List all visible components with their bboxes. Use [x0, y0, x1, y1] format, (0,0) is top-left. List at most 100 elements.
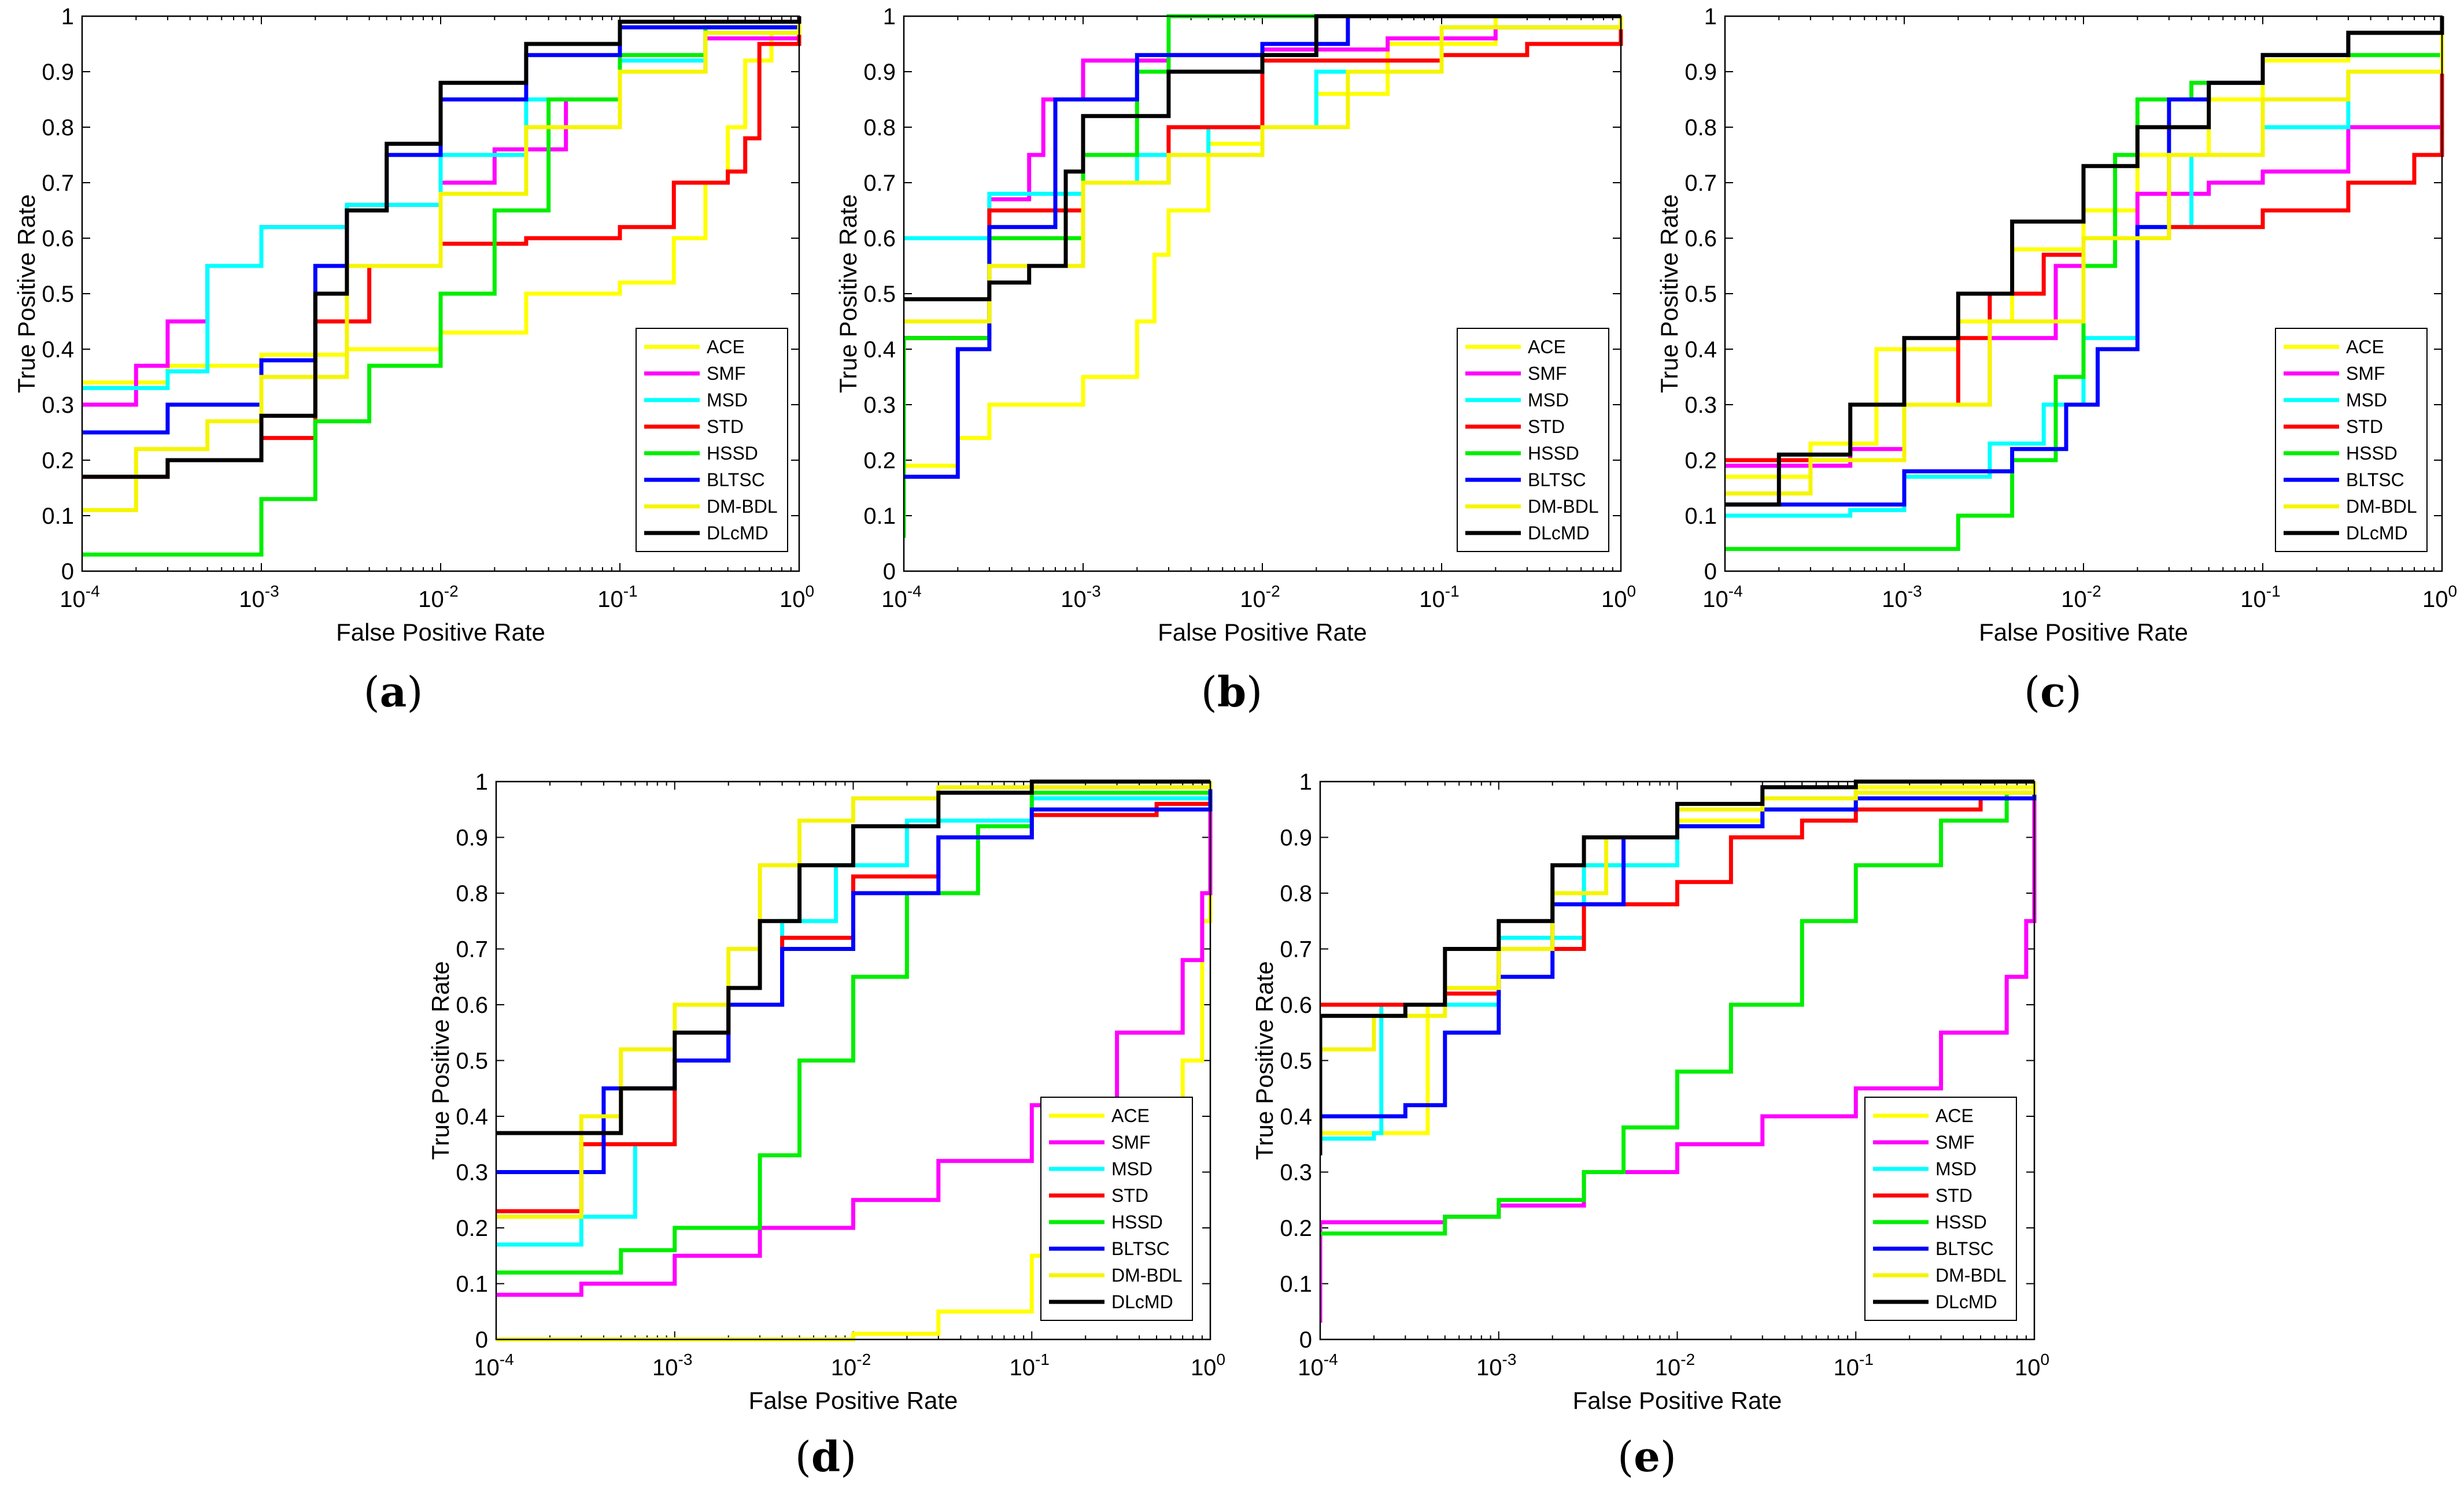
x-tick-exponent: -1 [623, 582, 638, 600]
legend-label-ace: ACE [707, 336, 745, 357]
x-tick-base: 10 [1882, 587, 1908, 612]
legend-label-dm-bdl: DM-BDL [1528, 496, 1599, 517]
x-tick-exponent: -2 [2087, 582, 2101, 600]
y-axis-title: True Positive Rate [834, 194, 862, 393]
y-tick-label: 0 [61, 559, 74, 584]
legend-label-dlcmd: DLcMD [707, 523, 769, 543]
series-line-std [904, 16, 1623, 340]
x-tick-base: 10 [831, 1355, 857, 1380]
x-tick-base: 10 [597, 587, 623, 612]
y-axis-title: True Positive Rate [1251, 961, 1278, 1160]
axes-box [903, 15, 1622, 572]
legend-label-smf: SMF [1935, 1132, 1975, 1153]
x-tick-label: 10-1 [1010, 1350, 1050, 1380]
y-tick-label: 0.5 [1684, 282, 1717, 307]
series-line-dm-bdl [904, 16, 1623, 324]
x-tick-label: 10-1 [1419, 582, 1459, 612]
series-line-dlcmd [1725, 16, 2444, 507]
y-tick-label: 0.8 [1280, 881, 1312, 906]
x-tick-base: 10 [1191, 1355, 1217, 1380]
x-tick-base: 10 [239, 587, 265, 612]
panel-caption: (d) [795, 1432, 857, 1481]
x-tick-exponent: -4 [907, 582, 922, 600]
x-tick-label: 10-2 [418, 582, 458, 612]
x-tick-label: 10-1 [1834, 1350, 1874, 1380]
y-tick-label: 0.6 [863, 226, 896, 251]
series-line-ace [904, 14, 1621, 468]
x-tick-exponent: -3 [678, 1350, 693, 1368]
x-tick-base: 10 [1655, 1355, 1681, 1380]
y-tick-label: 0 [1704, 559, 1717, 584]
y-tick-label: 0.4 [863, 337, 896, 362]
x-tick-label: 10-4 [60, 582, 99, 612]
x-tick-base: 10 [60, 587, 86, 612]
series-line-dlcmd [82, 16, 801, 479]
legend-label-bltsc: BLTSC [2346, 469, 2404, 490]
panel-caption: (b) [1201, 667, 1263, 716]
legend-label-msd: MSD [1935, 1159, 1977, 1179]
roc-panel-c: 10-4 10-3 10-2 10-1 10000.10.20.30.40.50.60.… [1656, 4, 2457, 716]
legend-box [636, 328, 788, 552]
x-tick-base: 10 [2061, 587, 2087, 612]
x-tick-base: 10 [418, 587, 444, 612]
y-axis-title: True Positive Rate [13, 194, 40, 393]
legend-box [1457, 328, 1609, 552]
y-tick-label: 0.6 [42, 226, 74, 251]
axes-box [81, 15, 800, 572]
axes-box [495, 780, 1211, 1341]
y-tick-label: 0.3 [863, 393, 896, 418]
curves [1725, 16, 2444, 552]
y-tick-label: 0.4 [1684, 337, 1717, 362]
curves [82, 16, 801, 557]
curves [904, 14, 1623, 538]
legend-label-bltsc: BLTSC [1935, 1238, 1994, 1259]
curves [1320, 779, 2037, 1323]
y-tick-label: 1 [475, 769, 488, 795]
y-tick-label: 1 [1299, 769, 1312, 795]
x-tick-label: 10-3 [1061, 582, 1100, 612]
legend-label-std: STD [707, 416, 744, 437]
legend-label-ace: ACE [1935, 1105, 1974, 1126]
y-tick-label: 0.7 [1280, 937, 1312, 963]
y-tick-label: 0.8 [42, 115, 74, 140]
x-tick-exponent: 0 [1216, 1350, 1225, 1368]
y-tick-label: 0.7 [863, 171, 896, 196]
x-tick-exponent: -3 [1502, 1350, 1517, 1368]
y-tick-label: 0.3 [1280, 1160, 1312, 1186]
legend-label-ace: ACE [1528, 336, 1566, 357]
y-tick-label: 0.1 [1280, 1272, 1312, 1297]
x-tick-base: 10 [1061, 587, 1087, 612]
legend-label-dlcmd: DLcMD [1111, 1291, 1173, 1312]
legend-label-dlcmd: DLcMD [2346, 523, 2408, 543]
legend-label-std: STD [1935, 1185, 1972, 1206]
y-tick-label: 0.5 [456, 1049, 488, 1074]
series-line-hssd [82, 16, 801, 557]
y-tick-label: 0.8 [456, 881, 488, 906]
y-tick-label: 0.6 [1684, 226, 1717, 251]
y-tick-label: 0.7 [1684, 171, 1717, 196]
x-tick-exponent: -4 [1324, 1350, 1338, 1368]
series-line-bltsc [1320, 787, 2037, 1119]
legend-label-hssd: HSSD [1935, 1212, 1987, 1232]
x-tick-exponent: -2 [1680, 1350, 1695, 1368]
y-tick-label: 0.2 [42, 448, 74, 473]
legend-box [1864, 1097, 2017, 1321]
y-tick-label: 1 [1704, 4, 1717, 29]
series-line-ace [82, 16, 801, 385]
roc-panel-e: 10-4 10-3 10-2 10-1 10000.10.20.30.40.50.60.… [1251, 769, 2049, 1481]
x-tick-label: 100 [2015, 1350, 2049, 1380]
y-tick-label: 0.9 [1684, 60, 1717, 85]
legend-label-hssd: HSSD [2346, 443, 2397, 464]
x-tick-exponent: -2 [1266, 582, 1280, 600]
x-tick-exponent: -1 [2266, 582, 2281, 600]
y-tick-label: 0.1 [1684, 504, 1717, 529]
x-tick-base: 10 [474, 1355, 500, 1380]
x-tick-label: 10-2 [1655, 1350, 1695, 1380]
axes-box [1319, 780, 2036, 1341]
legend-label-ace: ACE [1111, 1105, 1150, 1126]
x-tick-exponent: 0 [1627, 582, 1636, 600]
x-tick-exponent: -1 [1035, 1350, 1050, 1368]
y-tick-label: 0.4 [42, 337, 74, 362]
x-tick-base: 10 [2240, 587, 2266, 612]
legend-label-dlcmd: DLcMD [1528, 523, 1590, 543]
